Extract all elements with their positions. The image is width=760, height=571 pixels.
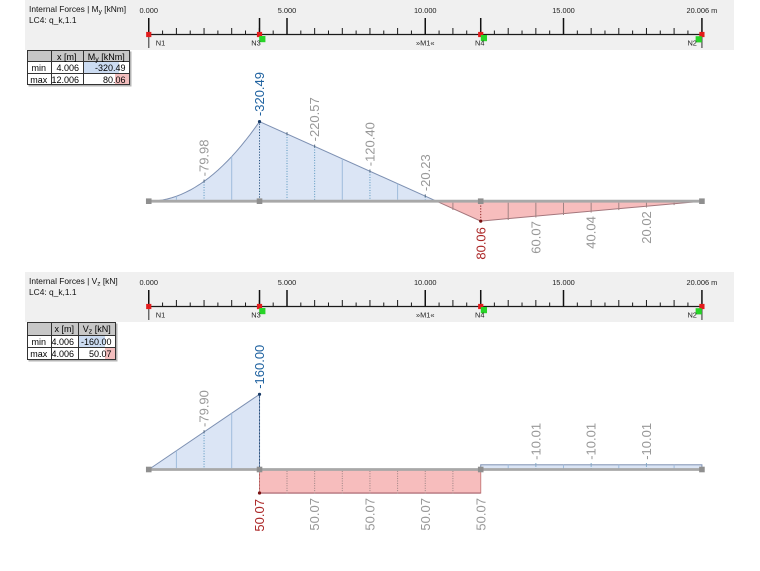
svg-text:N3: N3 <box>251 311 260 320</box>
svg-text:15.000: 15.000 <box>552 6 575 15</box>
svg-text:-320.49: -320.49 <box>252 72 267 116</box>
svg-text:N3: N3 <box>251 39 260 48</box>
svg-text:20.02: 20.02 <box>639 211 654 244</box>
svg-text:N1: N1 <box>156 39 165 48</box>
svg-text:50.07: 50.07 <box>363 498 378 531</box>
svg-text:N4: N4 <box>475 39 484 48</box>
svg-text:-10.01: -10.01 <box>528 423 543 460</box>
svg-text:5.000: 5.000 <box>278 6 297 15</box>
svg-text:50.07: 50.07 <box>418 498 433 531</box>
svg-text:-220.57: -220.57 <box>307 97 322 141</box>
svg-text:20.006 m: 20.006 m <box>687 6 718 15</box>
svg-text:80.06: 80.06 <box>473 227 488 260</box>
svg-text:»M1«: »M1« <box>416 39 435 48</box>
svg-text:-160.00: -160.00 <box>252 345 267 389</box>
svg-text:60.07: 60.07 <box>528 221 543 254</box>
svg-text:-10.01: -10.01 <box>584 423 599 460</box>
svg-text:-20.23: -20.23 <box>418 154 433 191</box>
svg-text:50.07: 50.07 <box>307 498 322 531</box>
svg-text:10.000: 10.000 <box>414 6 437 15</box>
svg-text:-79.98: -79.98 <box>197 139 212 176</box>
svg-text:0.000: 0.000 <box>140 6 159 15</box>
svg-text:50.07: 50.07 <box>473 498 488 531</box>
svg-text:5.000: 5.000 <box>278 278 297 287</box>
svg-text:N2: N2 <box>687 39 696 48</box>
svg-text:»M1«: »M1« <box>416 311 435 320</box>
svg-text:N1: N1 <box>156 311 165 320</box>
svg-text:N2: N2 <box>687 311 696 320</box>
svg-text:0.000: 0.000 <box>140 278 159 287</box>
svg-text:10.000: 10.000 <box>414 278 437 287</box>
svg-text:40.04: 40.04 <box>584 216 599 249</box>
svg-text:-79.90: -79.90 <box>197 390 212 427</box>
svg-text:20.006 m: 20.006 m <box>687 278 718 287</box>
svg-text:-10.01: -10.01 <box>639 423 654 460</box>
svg-text:15.000: 15.000 <box>552 278 575 287</box>
svg-text:N4: N4 <box>475 311 484 320</box>
svg-text:-120.40: -120.40 <box>363 122 378 166</box>
svg-text:50.07: 50.07 <box>252 499 267 532</box>
